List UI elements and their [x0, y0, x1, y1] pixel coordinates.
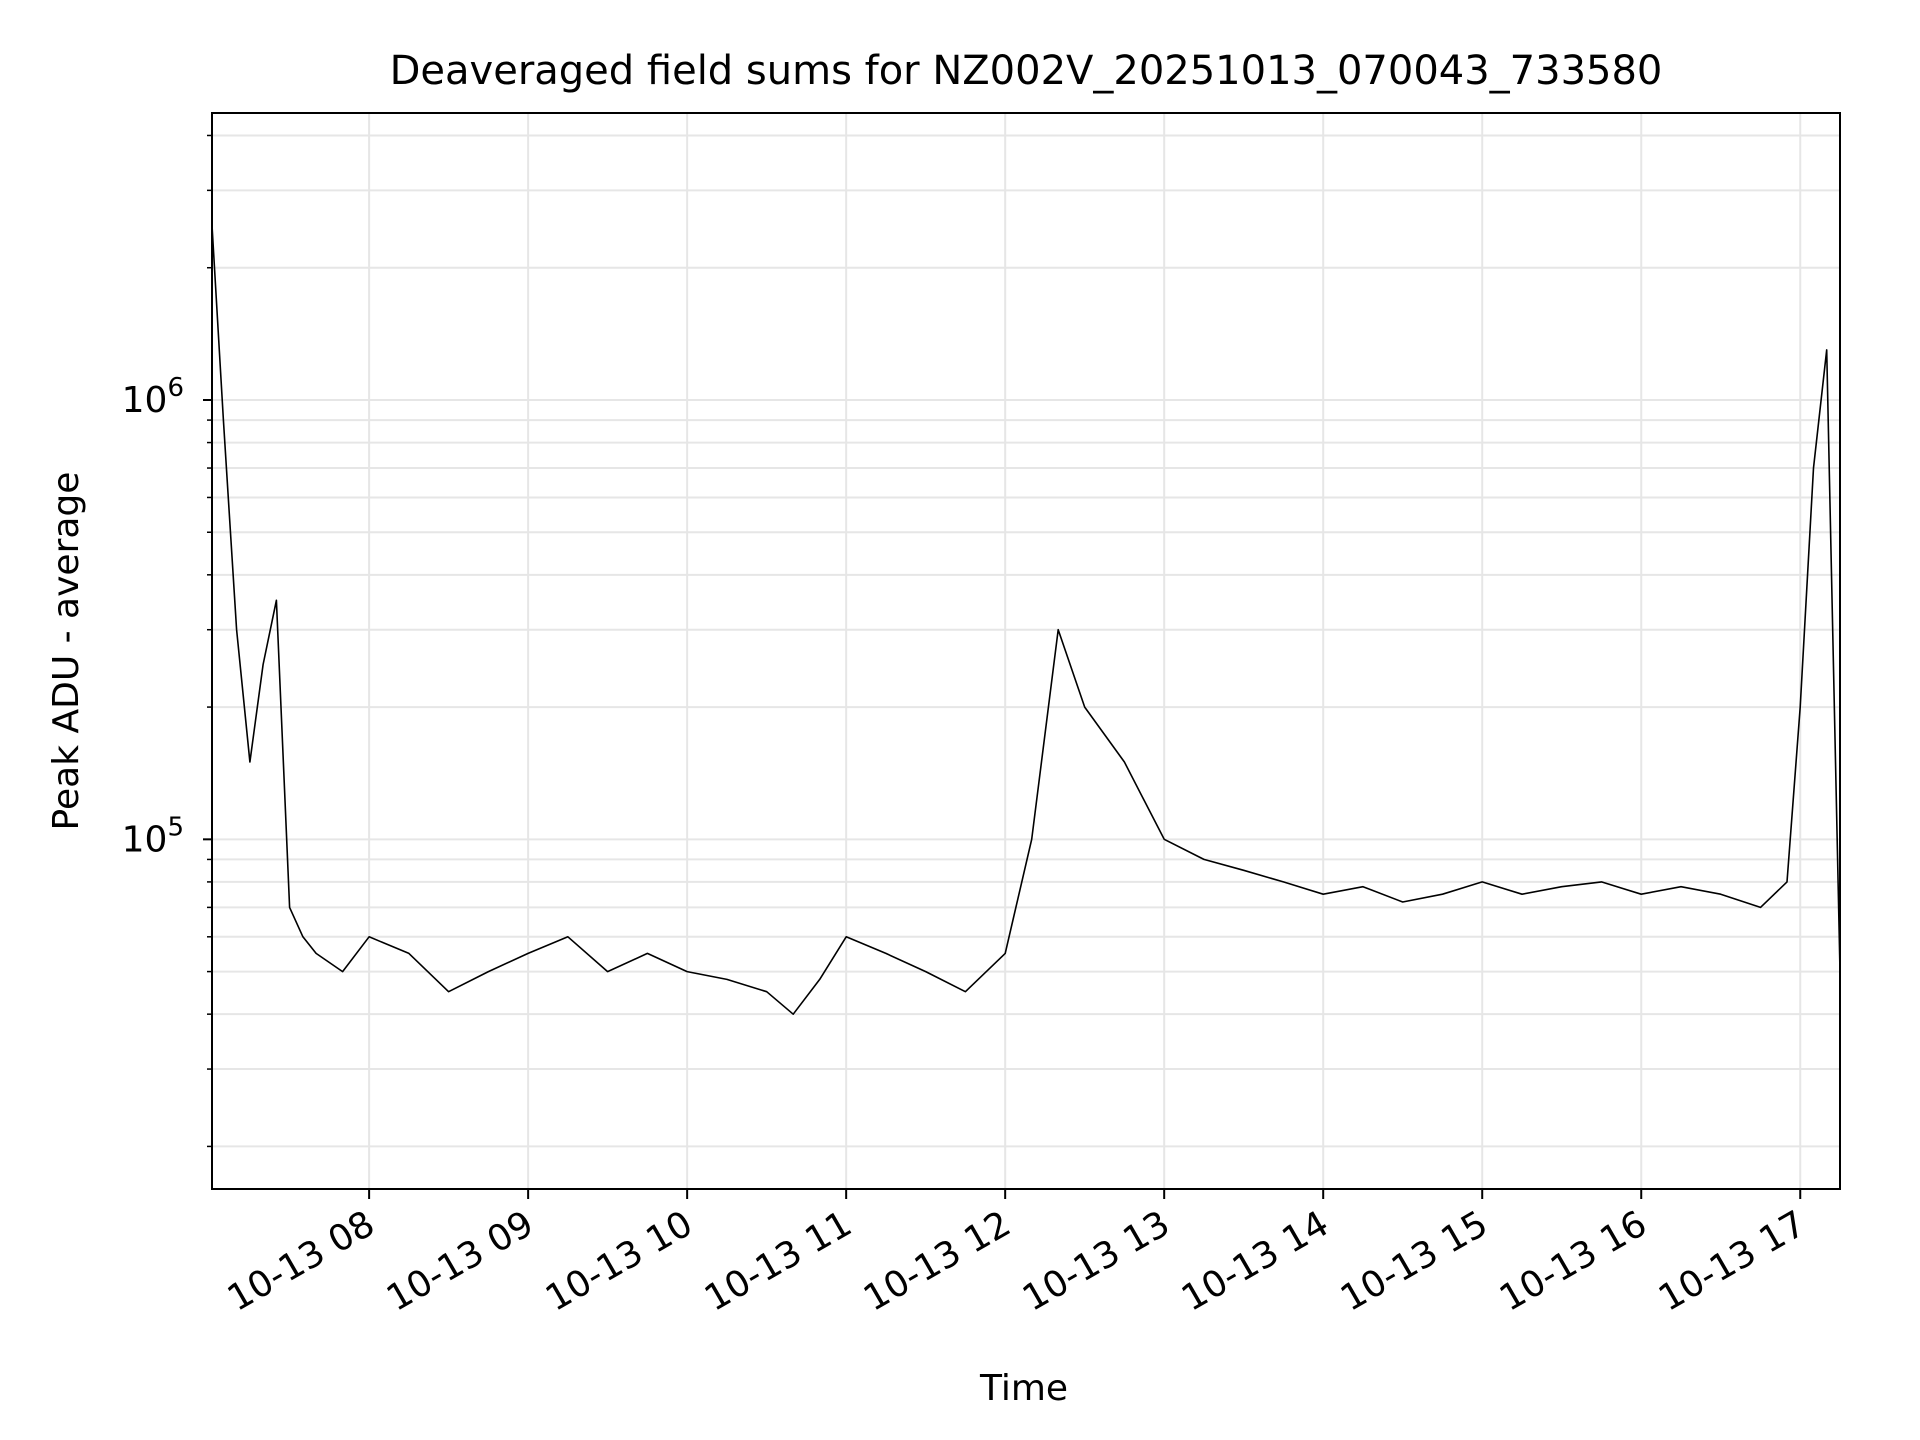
x-axis-label: Time: [979, 1368, 1068, 1409]
axes-frame: [211, 112, 1841, 1190]
y-tick-label: 105: [122, 812, 184, 860]
grid: [212, 113, 1840, 1189]
chart-title: Deaveraged field sums for NZ002V_2025101…: [390, 48, 1663, 94]
data-line-group: [211, 225, 1841, 1016]
y-axis-label: Peak ADU - average: [46, 472, 87, 831]
y-tick-label: 106: [122, 373, 184, 421]
y-axis-ticks: 105 106: [122, 134, 212, 1148]
data-line: [211, 225, 1841, 1016]
